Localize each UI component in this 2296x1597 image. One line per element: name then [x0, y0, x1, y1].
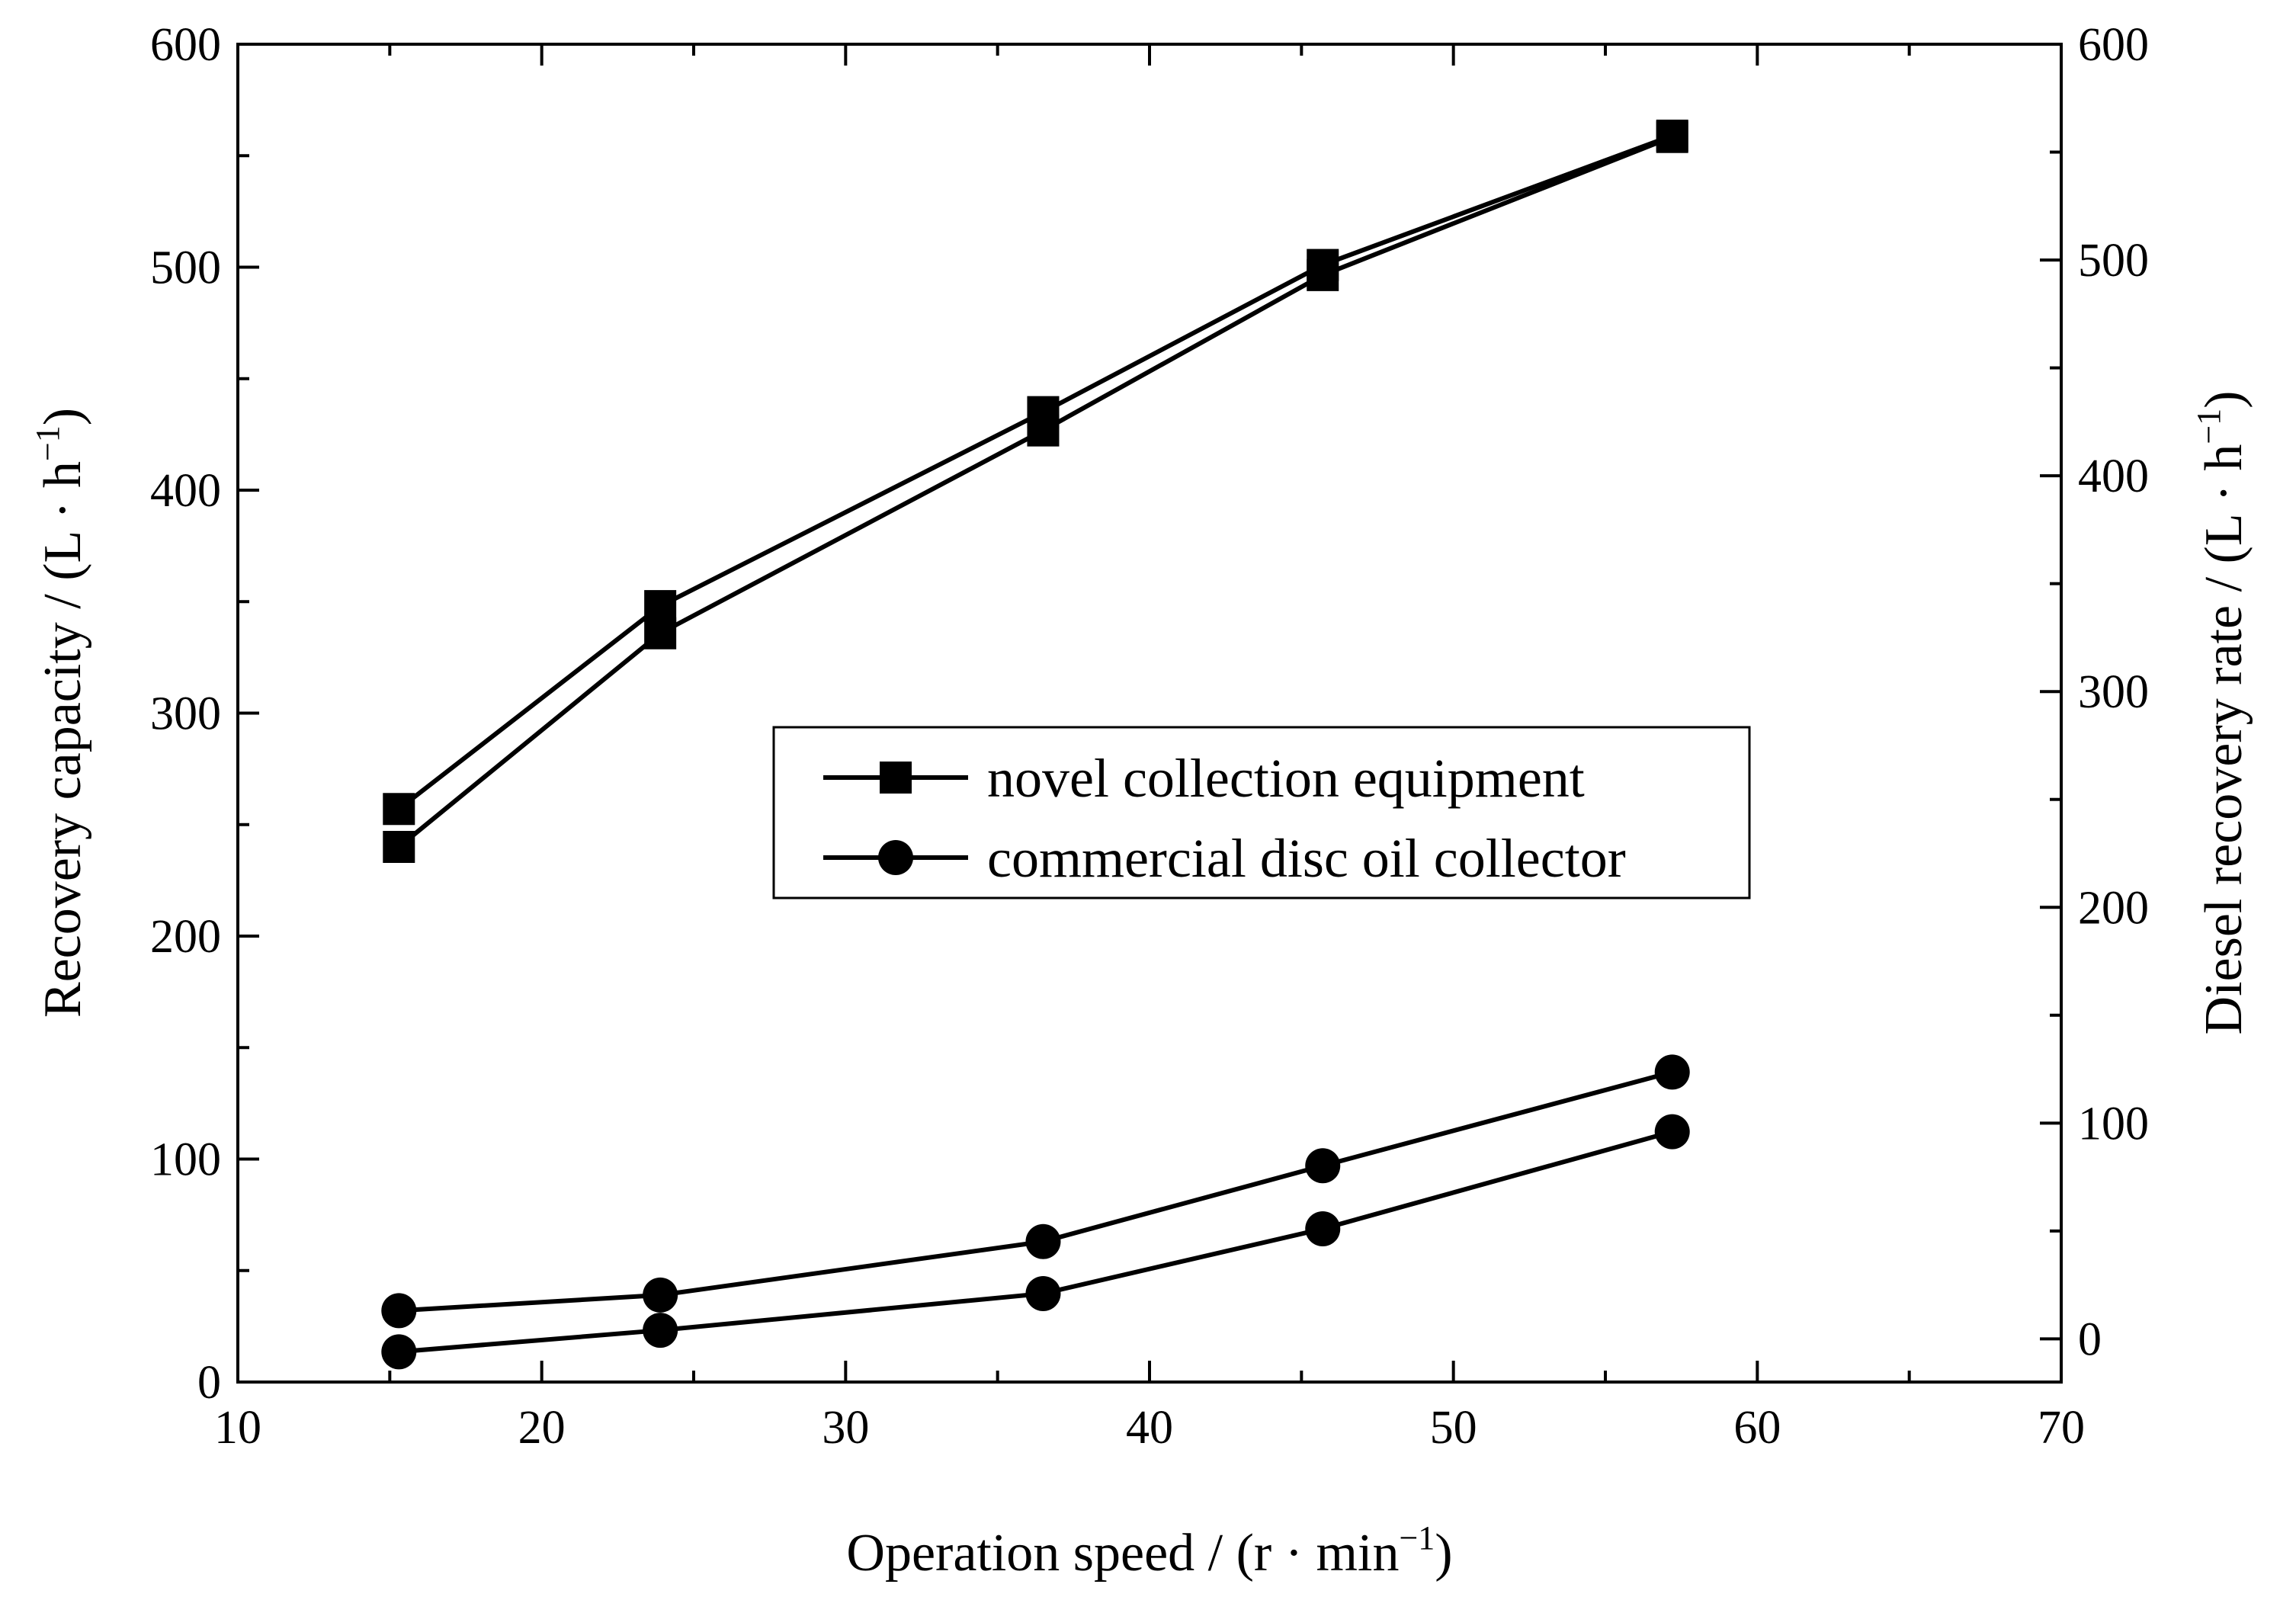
circle-marker [1305, 1148, 1341, 1184]
circle-marker [1025, 1223, 1061, 1259]
circle-marker [1654, 1054, 1690, 1090]
right-tick-label: 400 [2078, 451, 2149, 502]
legend-box [772, 726, 1751, 900]
right-axis-ticks: 0 100 200 300 400 500 600 [2040, 19, 2149, 1365]
circle-marker [1654, 1114, 1690, 1150]
legend-label-novel: novel collection equipment [987, 748, 1585, 809]
right-tick-label: 0 [2078, 1313, 2102, 1365]
left-tick-label: 200 [150, 911, 221, 963]
circle-marker [643, 1313, 678, 1348]
circle-marker [381, 1293, 417, 1329]
right-axis-label: Diesel recovery rate / (L · h−1) [2190, 391, 2253, 1035]
circle-marker [1025, 1275, 1061, 1311]
square-marker [383, 831, 415, 863]
x-tick-label: 20 [518, 1402, 566, 1454]
x-axis-ticks: 10 20 30 40 50 60 70 [214, 44, 2085, 1454]
right-tick-label: 500 [2078, 235, 2149, 287]
left-tick-label: 0 [197, 1357, 221, 1409]
x-tick-label: 30 [822, 1402, 869, 1454]
left-tick-label: 600 [150, 19, 221, 71]
x-tick-label: 70 [2038, 1402, 2085, 1454]
circle-marker [643, 1277, 678, 1313]
series-line-2 [399, 1069, 1673, 1313]
square-marker [1656, 120, 1688, 153]
legend-square-marker [880, 762, 912, 794]
left-tick-label: 300 [150, 688, 221, 740]
square-marker [644, 617, 677, 649]
x-tick-label: 10 [214, 1402, 261, 1454]
right-tick-label: 200 [2078, 882, 2149, 934]
square-marker [1307, 258, 1339, 291]
square-marker [1027, 414, 1060, 447]
left-tick-label: 500 [150, 242, 221, 294]
legend: novel collection equipment commercial di… [772, 726, 1751, 900]
circle-marker [381, 1334, 417, 1370]
right-tick-label: 300 [2078, 666, 2149, 718]
left-axis-label: Recovery capacity / (L · h−1) [29, 408, 92, 1018]
legend-label-commercial: commercial disc oil collector [987, 828, 1626, 889]
left-tick-label: 100 [150, 1134, 221, 1186]
x-tick-label: 40 [1126, 1402, 1173, 1454]
square-marker [383, 793, 415, 826]
right-tick-label: 100 [2078, 1098, 2149, 1150]
right-tick-label: 600 [2078, 19, 2149, 71]
x-axis-label: Operation speed / (r · min−1) [846, 1519, 1452, 1583]
circle-marker [1305, 1211, 1341, 1247]
square-marker [644, 590, 677, 623]
left-tick-label: 400 [150, 465, 221, 517]
series-line-0 [397, 133, 1673, 811]
x-tick-label: 60 [1733, 1402, 1781, 1454]
x-tick-label: 50 [1430, 1402, 1477, 1454]
left-axis-ticks: 0 100 200 300 400 500 600 [150, 19, 259, 1409]
plot-frame [236, 43, 2063, 1384]
series-group [381, 119, 1690, 1370]
legend-circle-marker [878, 840, 913, 875]
